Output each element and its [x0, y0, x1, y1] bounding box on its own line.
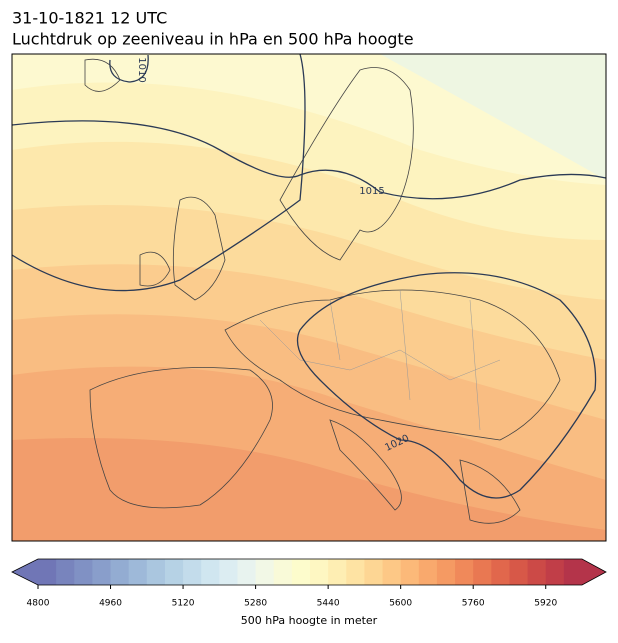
colorbar-tick-label: 4960 [99, 599, 122, 609]
colorbar-tick-label: 5440 [317, 599, 340, 609]
colorbar-tick-label: 5120 [172, 599, 195, 609]
colorbar-segment [455, 559, 474, 585]
colorbar-segment [219, 559, 238, 585]
colorbar-tick-label: 5600 [389, 599, 412, 609]
colorbar-segment [382, 559, 402, 585]
map-frame [11, 53, 607, 542]
colorbar-segment [545, 559, 565, 585]
colorbar-extend-high [582, 559, 606, 585]
colorbar-segment [183, 559, 202, 585]
colorbar-segment [201, 559, 220, 585]
colorbar-segment [110, 559, 130, 585]
colorbar-extend-low [12, 559, 38, 585]
colorbar-segment [92, 559, 112, 585]
colorbar-segment [527, 559, 547, 585]
colorbar-segment [38, 559, 57, 585]
colorbar-segment [56, 559, 75, 585]
colorbar-segment [291, 559, 311, 585]
colorbar-segment [237, 559, 257, 585]
contour-label: 1015 [359, 186, 384, 197]
colorbar-segment [346, 559, 365, 585]
colorbar-segment [74, 559, 93, 585]
colorbar-tick-label: 5760 [462, 599, 485, 609]
colorbar-segment [418, 559, 438, 585]
map [12, 54, 606, 541]
colorbar-segment [364, 559, 384, 585]
colorbar-segment [146, 559, 166, 585]
colorbar-segment [563, 559, 583, 585]
colorbar-segment [273, 559, 293, 585]
title: 31-10-1821 12 UTC [12, 9, 167, 28]
colorbar-tick-label: 4800 [27, 599, 50, 609]
contour-label: 1010 [136, 57, 147, 82]
subtitle: Luchtdruk op zeeniveau in hPa en 500 hPa… [12, 30, 414, 49]
colorbar-segment [436, 559, 456, 585]
colorbar-outline [11, 558, 607, 586]
colorbar-label: 500 hPa hoogte in meter [241, 614, 378, 627]
colorbar-tick-label: 5280 [244, 599, 267, 609]
colorbar-segment [400, 559, 420, 585]
colorbar-segment [310, 559, 329, 585]
colorbar-tick-label: 5920 [534, 599, 557, 609]
colorbar-segment [491, 559, 510, 585]
colorbar-segment [509, 559, 529, 585]
colorbar-segment [328, 559, 347, 585]
colorbar-segment [128, 559, 148, 585]
colorbar-segment [473, 559, 492, 585]
colorbar-segment [255, 559, 275, 585]
colorbar: 4800 4960 5120 5280 5440 5600 5760 5920 [11, 558, 607, 609]
colorbar-segment [164, 559, 184, 585]
